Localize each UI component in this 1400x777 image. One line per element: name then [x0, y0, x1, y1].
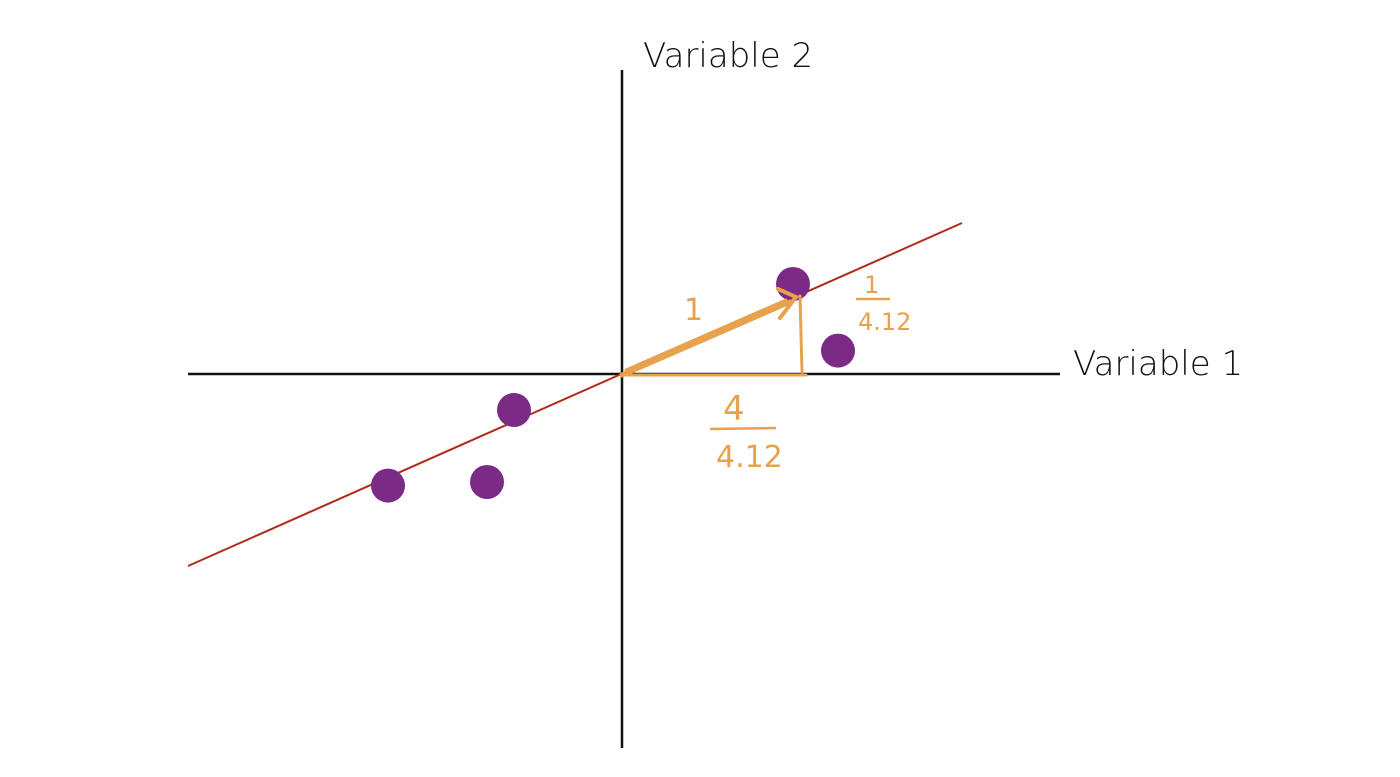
vector-length-label: 1 [684, 293, 703, 328]
y-denominator-label: 4.12 [858, 308, 911, 336]
x-numerator-label: 4 [723, 389, 745, 429]
data-point-4 [371, 468, 405, 503]
data-point-3 [497, 393, 531, 427]
unit-vector-triangle [619, 287, 808, 378]
x-fraction-bar [709, 426, 777, 431]
vector-arrow-shaft-edge [624, 298, 788, 372]
regression-line [187, 222, 963, 567]
triangle-height [798, 294, 804, 374]
y-numerator-label: 1 [864, 271, 879, 299]
x-denominator-label: 4.12 [716, 440, 783, 475]
vector-arrowhead [776, 287, 800, 320]
data-point-5 [470, 465, 504, 499]
vector-arrow-shaft [619, 299, 793, 378]
data-point-2 [821, 333, 855, 368]
x-axis-label: Variable 1 [1073, 344, 1243, 384]
y-axis-label: Variable 2 [643, 36, 813, 76]
